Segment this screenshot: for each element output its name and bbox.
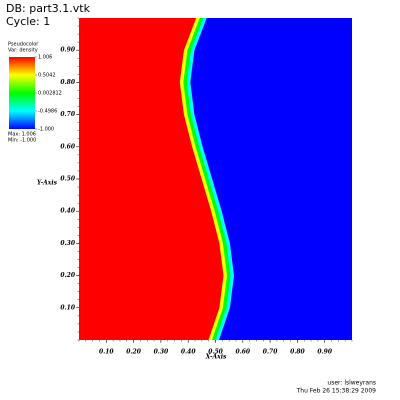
y-tick-label: 0.70 <box>60 111 75 118</box>
colorbar <box>9 57 35 129</box>
colorbar-label: -1.000 <box>38 127 54 133</box>
x-tick-label: 0.20 <box>126 349 141 356</box>
chart-title: DB: part3.1.vtk <box>6 2 91 15</box>
y-axis-label: Y-Axis <box>37 180 58 187</box>
legend-title: Pseudocolor <box>8 42 39 48</box>
x-tick-label: 0.40 <box>181 349 196 356</box>
legend-variable: Var: density <box>8 48 38 54</box>
x-tick-label: 0.10 <box>99 349 114 356</box>
x-tick-label: 0.80 <box>290 349 305 356</box>
x-tick-label: 0.90 <box>317 349 332 356</box>
x-tick-label: 0.50 <box>208 349 223 356</box>
y-tick-label: 0.60 <box>60 143 75 150</box>
colorbar-label: 0.5042 <box>38 73 56 79</box>
date-label: Thu Feb 26 15:38:29 2009 <box>296 388 377 395</box>
user-label: user: lslweyrans <box>327 380 376 387</box>
y-tick-label: 0.10 <box>60 304 75 311</box>
field-region <box>190 18 352 340</box>
x-tick-label: 0.30 <box>154 349 169 356</box>
chart-subtitle: Cycle: 1 <box>6 15 50 28</box>
x-axis-label: X-Axis <box>205 354 227 361</box>
colorbar-label: 1.006 <box>38 55 52 61</box>
y-tick-label: 0.90 <box>60 47 75 54</box>
x-tick-label: 0.70 <box>263 349 278 356</box>
y-tick-label: 0.80 <box>60 79 75 86</box>
colorbar-label: -0.4986 <box>38 109 57 115</box>
y-tick-label: 0.50 <box>60 176 75 183</box>
legend-max: Max: 1.006 <box>8 132 36 138</box>
legend-min: Min: -1.000 <box>8 138 36 144</box>
y-tick-label: 0.20 <box>60 272 75 279</box>
colorbar-label: 0.002812 <box>38 91 62 97</box>
y-tick-label: 0.30 <box>60 240 75 247</box>
x-tick-label: 0.60 <box>235 349 250 356</box>
y-tick-label: 0.40 <box>60 208 75 215</box>
